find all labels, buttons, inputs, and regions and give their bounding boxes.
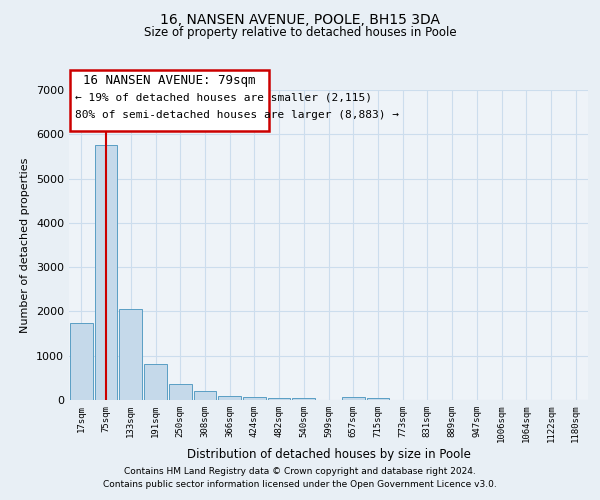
Bar bbox=[169, 384, 191, 400]
Bar bbox=[342, 398, 365, 400]
Text: 16, NANSEN AVENUE, POOLE, BH15 3DA: 16, NANSEN AVENUE, POOLE, BH15 3DA bbox=[160, 12, 440, 26]
Text: Size of property relative to detached houses in Poole: Size of property relative to detached ho… bbox=[143, 26, 457, 39]
Bar bbox=[292, 398, 315, 400]
Bar bbox=[367, 398, 389, 400]
Bar bbox=[194, 391, 216, 400]
Bar bbox=[95, 146, 118, 400]
Bar bbox=[218, 396, 241, 400]
Text: 16 NANSEN AVENUE: 79sqm: 16 NANSEN AVENUE: 79sqm bbox=[83, 74, 256, 87]
Bar bbox=[119, 309, 142, 400]
Text: 80% of semi-detached houses are larger (8,883) →: 80% of semi-detached houses are larger (… bbox=[75, 110, 399, 120]
Text: Contains public sector information licensed under the Open Government Licence v3: Contains public sector information licen… bbox=[103, 480, 497, 489]
Bar bbox=[268, 398, 290, 400]
Bar bbox=[243, 397, 266, 400]
Bar bbox=[70, 322, 93, 400]
Y-axis label: Number of detached properties: Number of detached properties bbox=[20, 158, 31, 332]
Text: ← 19% of detached houses are smaller (2,115): ← 19% of detached houses are smaller (2,… bbox=[75, 92, 372, 102]
Text: Contains HM Land Registry data © Crown copyright and database right 2024.: Contains HM Land Registry data © Crown c… bbox=[124, 467, 476, 476]
Bar bbox=[144, 364, 167, 400]
X-axis label: Distribution of detached houses by size in Poole: Distribution of detached houses by size … bbox=[187, 448, 470, 461]
